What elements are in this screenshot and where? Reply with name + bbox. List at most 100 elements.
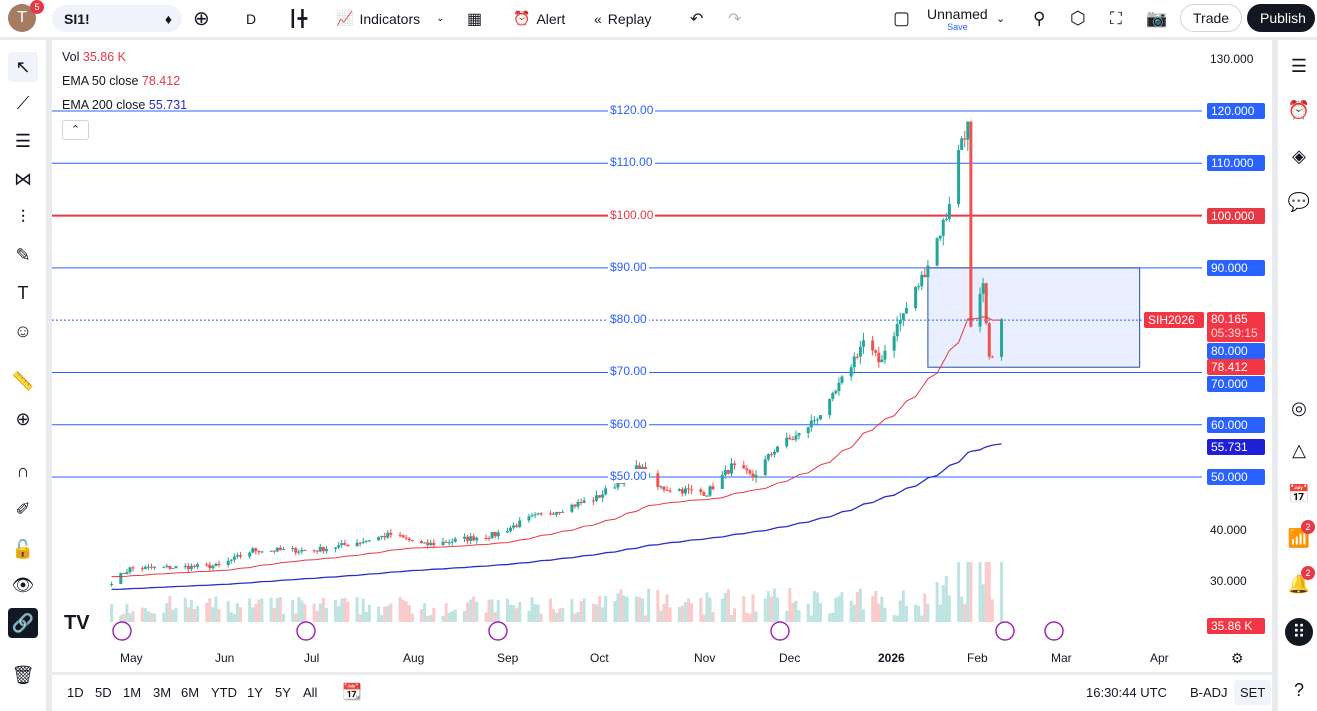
range-5d[interactable]: 5D [95,685,112,700]
event-icon[interactable] [112,621,132,641]
fib-icon[interactable]: ☰ [14,130,32,151]
layers-icon[interactable]: ◈ [1292,145,1306,166]
volume-bar [594,604,598,622]
volume-bar [410,613,414,622]
target-icon[interactable]: ◎ [1291,397,1307,418]
volume-bar [720,598,724,622]
range-3m[interactable]: 3M [153,685,172,700]
broadcast-icon[interactable]: 📶 2 [1285,520,1315,552]
calendar-icon[interactable]: 📅 [1287,483,1311,504]
event-icon[interactable] [1044,621,1064,641]
volume-bar [797,610,801,622]
volume-bar [809,615,813,622]
text-icon[interactable]: T [17,282,29,303]
undo-icon[interactable]: ↶ [690,10,704,28]
layout-icon[interactable]: ▢ [893,8,911,28]
back-adjust-toggle[interactable]: B-ADJ [1190,685,1228,700]
alert-button[interactable]: ⏰ Alert [513,0,565,37]
volume-bar [358,614,362,622]
redo-icon[interactable]: ↷ [728,10,742,28]
ideas-icon[interactable]: △ [1292,439,1306,460]
emoji-icon[interactable]: ☺ [13,320,33,341]
diamond-icon[interactable]: ♦ [164,10,172,27]
trade-button[interactable]: Trade [1180,4,1243,32]
templates-icon[interactable]: ▦ [467,10,483,28]
range-1m[interactable]: 1M [123,685,142,700]
candle-body [162,566,166,568]
brush-icon[interactable]: ✎ [15,244,31,265]
help-icon[interactable]: ? [1293,679,1304,700]
settings-icon[interactable]: ⬡ [1070,8,1086,28]
clock[interactable]: 16:30:44 UTC [1086,685,1167,700]
trash-icon[interactable]: 🗑 [11,664,35,685]
range-1y[interactable]: 1Y [247,685,263,700]
volume-bar [208,598,212,622]
interval-button[interactable]: D [246,10,257,27]
chevron-down-icon[interactable]: ⌄ [436,13,445,24]
bell-icon[interactable]: 🔔 2 [1285,566,1315,598]
publish-button[interactable]: Publish [1247,4,1315,32]
legend-volume[interactable]: Vol 35.86 K [62,50,126,64]
candle-body [165,565,169,567]
legend-ema50[interactable]: EMA 50 close 78.412 [62,74,180,88]
zoom-in-icon[interactable]: ⊕ [15,408,31,429]
dividend-event-icon[interactable] [995,621,1015,641]
chart-pane[interactable]: Vol 35.86 K EMA 50 close 78.412 EMA 200 … [52,40,1272,672]
camera-icon[interactable]: 📷 [1146,8,1168,28]
volume-bar [294,613,298,622]
chat-icon[interactable]: 💬 [1287,191,1311,212]
symbol-search[interactable]: SI1! ♦ [52,5,182,32]
axis-settings-icon[interactable]: ⚙ [1231,650,1244,666]
range-6m[interactable]: 6M [181,685,200,700]
watchlist-icon[interactable]: ☰ [1290,55,1308,76]
price-chart[interactable] [52,40,1272,672]
eye-icon[interactable]: 👁 [11,574,35,595]
event-icon[interactable] [770,621,790,641]
event-icon[interactable] [488,621,508,641]
link-icon[interactable]: 🔗 [8,608,38,638]
volume-bar [987,562,991,622]
candle-body [505,531,509,533]
volume-bar [558,608,562,622]
session-toggle[interactable]: SET [1234,680,1272,705]
candle-body [763,459,767,476]
add-symbol-icon[interactable]: ⊕ [193,8,210,30]
volume-bar [140,607,144,622]
apps-icon[interactable]: ⠿ [1285,618,1313,646]
candles-icon[interactable]: ┃╋ [288,10,308,28]
fullscreen-icon[interactable]: ⛶ [1110,8,1122,28]
range-1d[interactable]: 1D [67,685,84,700]
layout-name: Unnamed [927,5,988,22]
draw-lock-icon[interactable]: ✐ [15,498,31,519]
alarm-icon: ⏰ [513,10,531,26]
range-5y[interactable]: 5Y [275,685,291,700]
ruler-icon[interactable]: 📏 [11,370,35,391]
indicators-button[interactable]: 📈 Indicators ⌄ [336,0,445,37]
date-range-icon[interactable]: 📆 [342,684,362,701]
time-tick: 2026 [878,651,905,665]
collapse-legend-icon[interactable]: ⌃ [62,120,89,140]
volume-bar [776,597,780,622]
legend-ema200[interactable]: EMA 200 close 55.731 [62,98,187,112]
volume-bar [637,596,641,622]
quick-search-icon[interactable]: ⚲ [1033,8,1046,28]
replay-button[interactable]: « Replay [594,0,651,37]
candle-body [797,433,801,436]
range-all[interactable]: All [303,685,318,700]
cursor-icon[interactable]: ↖ [8,52,38,82]
pattern-icon[interactable]: ⋈ [14,168,32,189]
candle-body [447,542,451,544]
projection-icon[interactable]: ⫶ [20,206,26,227]
lock-icon[interactable]: 🔓 [11,538,35,559]
event-icon[interactable] [296,621,316,641]
trend-line-icon[interactable]: ⟋ [16,92,30,113]
candle-body [733,463,737,466]
range-ytd[interactable]: YTD [211,685,237,700]
magnet-icon[interactable]: ∩ [16,460,30,481]
candle-body [573,504,577,507]
volume-bar [174,607,178,622]
chevron-down-icon[interactable]: ⌄ [996,13,1006,25]
layout-name-button[interactable]: Unnamed Save [927,0,988,37]
alerts-clock-icon[interactable]: ⏰ [1287,99,1311,120]
